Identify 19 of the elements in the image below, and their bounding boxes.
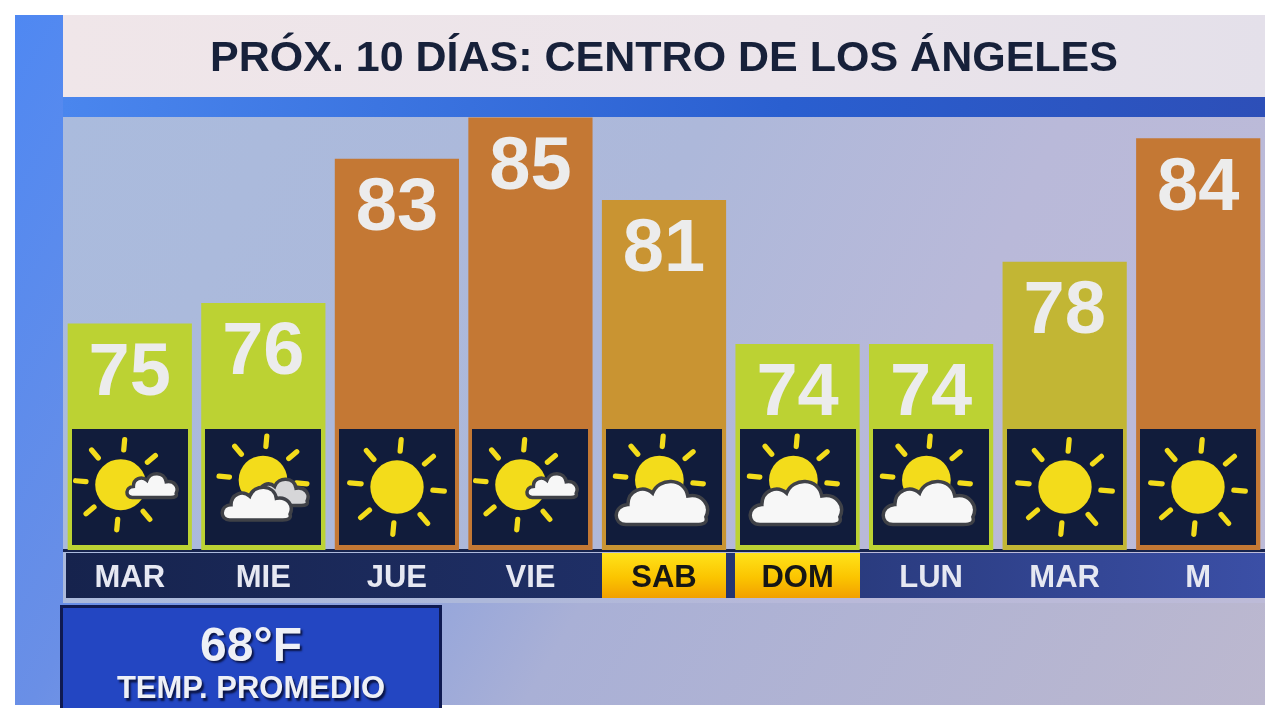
x-tick-label: LUN — [899, 559, 963, 595]
x-tick-label: MIE — [235, 559, 291, 595]
data-label: 76 — [222, 307, 305, 391]
data-label: 75 — [88, 327, 171, 411]
x-tick-label: M — [1185, 559, 1212, 595]
caption-panel: 68°F TEMP. PROMEDIO — [60, 605, 442, 708]
x-tick-label: DOM — [761, 559, 834, 595]
x-tick-label: JUE — [366, 559, 428, 595]
data-label: 81 — [622, 204, 706, 288]
data-label: 78 — [1023, 266, 1106, 350]
data-label: 83 — [355, 163, 439, 247]
x-tick-label: SAB — [631, 559, 697, 595]
data-label: 74 — [889, 348, 973, 432]
x-tick-label: MAR — [94, 559, 166, 595]
data-label: 85 — [489, 122, 572, 205]
data-label: 84 — [1157, 142, 1240, 226]
data-label: 74 — [756, 348, 839, 432]
x-tick-label: MAR — [1029, 559, 1100, 595]
x-tick-label: VIE — [505, 559, 556, 595]
